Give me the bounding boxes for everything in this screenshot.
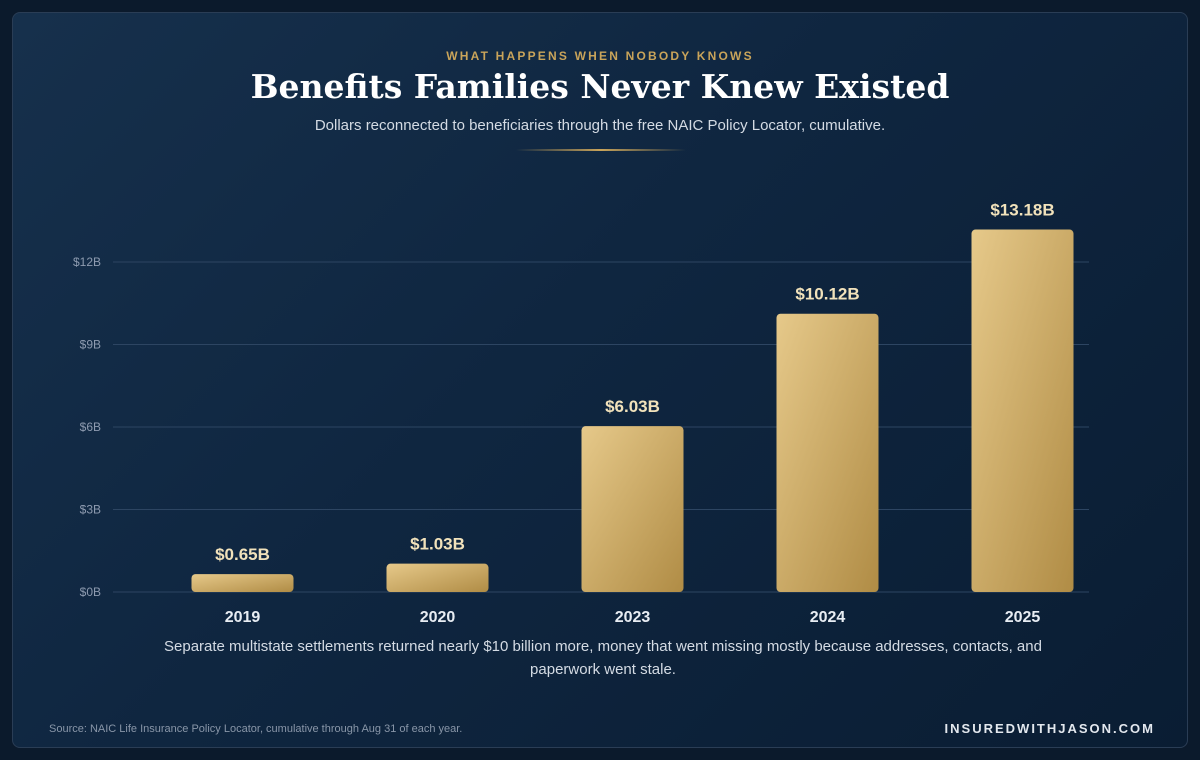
data-label: $13.18B [990, 201, 1054, 220]
y-tick-label: $0B [80, 585, 101, 599]
x-tick-label: 2020 [420, 609, 456, 626]
bar [971, 229, 1074, 593]
y-tick-label: $6B [80, 420, 101, 434]
x-tick-label: 2024 [810, 609, 846, 626]
bar-chart: $0B $3B $6B $9B $12B $0.65B 2019 $1.03B 2020 $6.… [73, 201, 1089, 626]
bar [581, 426, 684, 592]
data-label: $6.03B [605, 397, 660, 416]
y-tick-label: $12B [73, 255, 101, 269]
eyebrow-text: WHAT HAPPENS WHEN NOBODY KNOWS [446, 49, 754, 63]
data-label: $10.12B [795, 285, 859, 304]
title-divider [516, 149, 686, 151]
bar [776, 313, 879, 592]
x-tick-label: 2023 [615, 609, 651, 626]
y-tick-label: $9B [80, 338, 101, 352]
data-label: $0.65B [215, 545, 270, 564]
chart-subtitle: Dollars reconnected to beneficiaries thr… [314, 117, 886, 134]
data-label: $1.03B [410, 535, 465, 554]
x-tick-label: 2025 [1005, 609, 1041, 626]
bar [386, 563, 489, 592]
y-tick-label: $3B [80, 503, 101, 517]
chart-title: Benefits Families Never Knew Existed [250, 67, 950, 106]
footnote: Separate multistate settlements returned… [164, 638, 1042, 678]
chart-card: WHAT HAPPENS WHEN NOBODY KNOWS Benefits … [12, 12, 1188, 748]
x-tick-label: 2019 [225, 609, 261, 626]
bar [191, 574, 294, 592]
brand-link[interactable]: INSUREDWITHJASON.COM [944, 721, 1155, 736]
source-citation: Source: NAIC Life Insurance Policy Locat… [49, 723, 463, 735]
